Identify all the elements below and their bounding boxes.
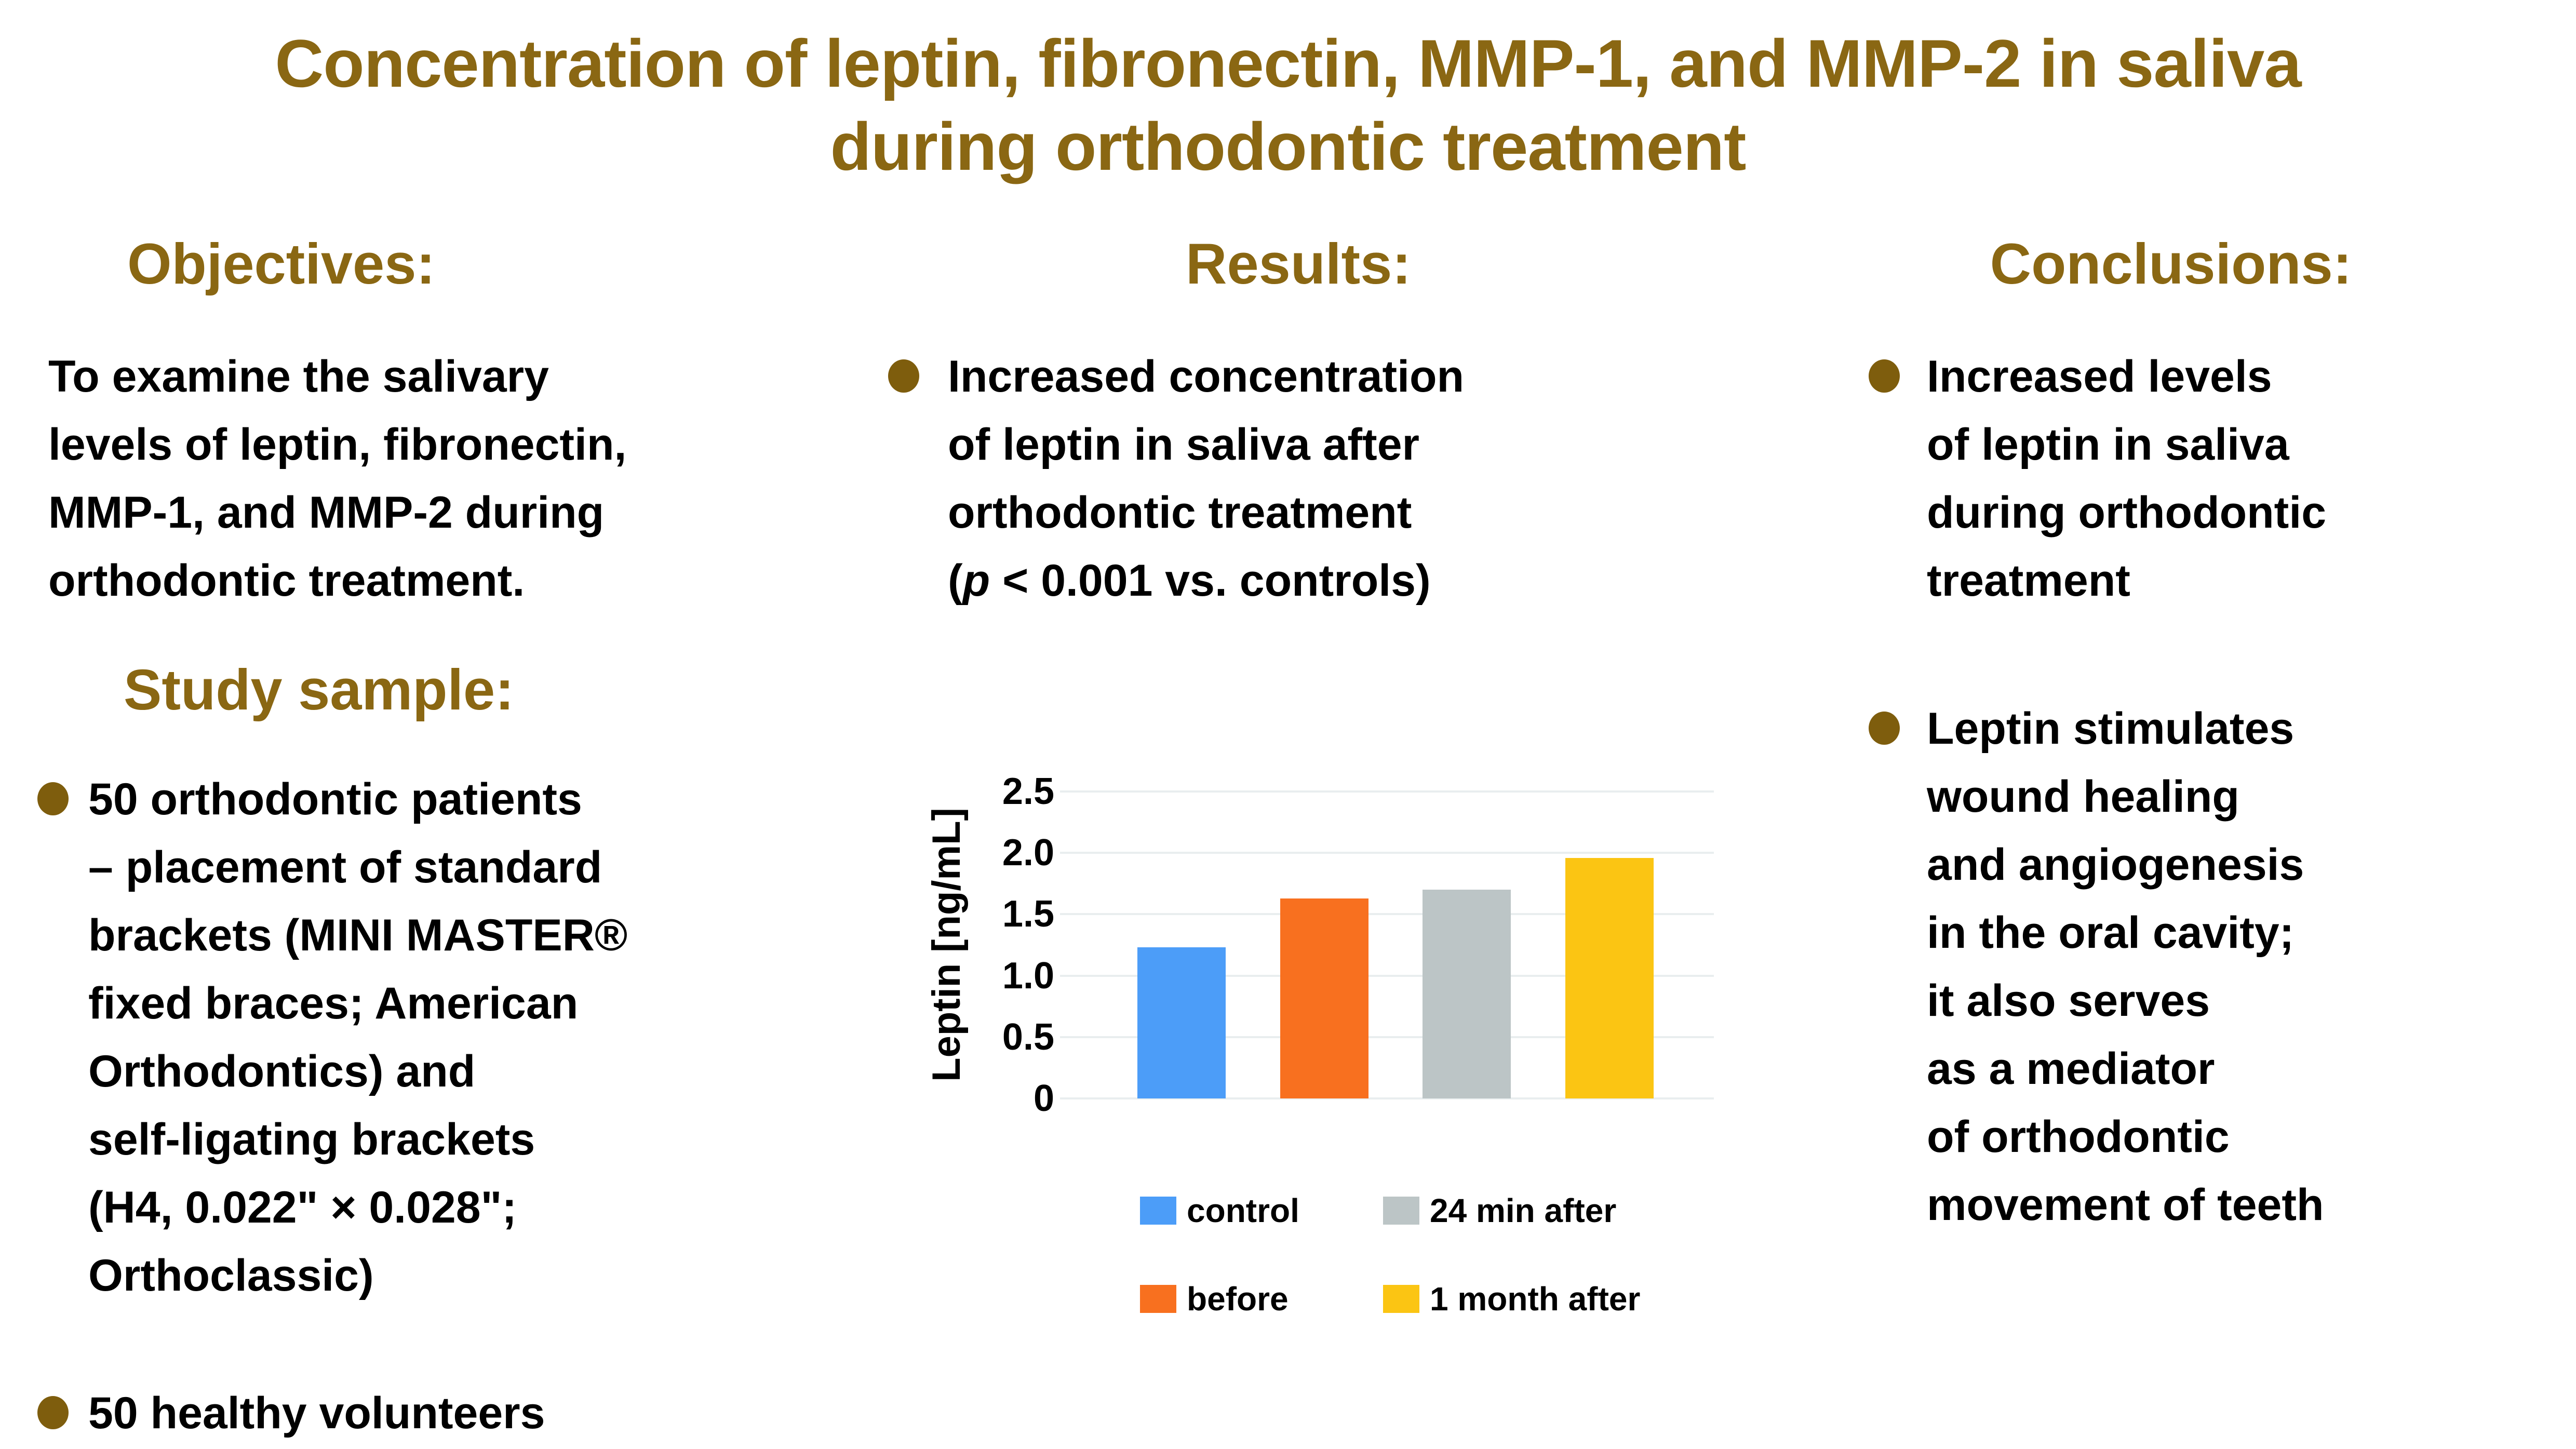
bar-before xyxy=(1280,898,1369,1098)
results-bullet-text-before-p: Increased concentration of leptin in sal… xyxy=(948,352,1465,606)
legend-item-24-min-after: 24 min after xyxy=(1383,1194,1616,1227)
conclusions-bullet-1: Increased levels of leptin in saliva dur… xyxy=(1927,352,2327,606)
page-title-line2: during orthodontic treatment xyxy=(830,109,1747,184)
bullet-icon xyxy=(1869,712,1900,745)
page-title-line1: Concentration of leptin, fibronectin, MM… xyxy=(275,25,2301,101)
legend-swatch xyxy=(1383,1285,1419,1313)
legend-swatch xyxy=(1140,1285,1176,1313)
gridline xyxy=(1060,1036,1714,1038)
legend-item-control: control xyxy=(1140,1194,1299,1227)
results-p-italic: p xyxy=(962,556,990,606)
legend-swatch xyxy=(1383,1197,1419,1225)
y-tick-label: 0 xyxy=(1033,1078,1054,1119)
bar-control xyxy=(1137,947,1226,1098)
y-tick-label: 1.0 xyxy=(1002,955,1054,997)
bar-24-min-after xyxy=(1423,890,1511,1098)
page-title: Concentration of leptin, fibronectin, MM… xyxy=(0,22,2576,188)
y-tick-label: 2.0 xyxy=(1002,832,1054,874)
gridline xyxy=(1060,852,1714,854)
results-bullet: Increased concentration of leptin in sal… xyxy=(948,343,1758,615)
y-tick-label: 1.5 xyxy=(1002,893,1054,935)
conclusions-bullet-2: Leptin stimulates wound healing and angi… xyxy=(1927,704,2324,1230)
gridline xyxy=(1060,790,1714,793)
gridline xyxy=(1060,913,1714,916)
legend-item-before: before xyxy=(1140,1282,1289,1316)
gridline xyxy=(1060,1097,1714,1099)
legend-swatch xyxy=(1140,1197,1176,1225)
bar-1-month-after xyxy=(1565,858,1654,1098)
legend-item-1-month-after: 1 month after xyxy=(1383,1282,1640,1316)
bullet-icon xyxy=(37,1396,69,1429)
bullet-icon xyxy=(888,359,919,393)
y-tick-label: 2.5 xyxy=(1002,771,1054,812)
study-sample-bullet-2: 50 healthy volunteers xyxy=(88,1388,545,1438)
y-tick-label: 0.5 xyxy=(1002,1016,1054,1058)
y-axis-label: Leptin [ng/mL] xyxy=(924,808,969,1082)
results-bullet-text-after-p: < 0.001 vs. controls) xyxy=(990,556,1431,606)
results-heading: Results: xyxy=(1186,232,1411,296)
legend-label: before xyxy=(1187,1280,1289,1318)
study-sample-bullet-1: 50 orthodontic patients – placement of s… xyxy=(88,774,628,1300)
bullet-icon xyxy=(37,782,69,815)
bullet-icon xyxy=(1869,359,1900,393)
legend-label: 1 month after xyxy=(1430,1280,1641,1318)
objectives-heading: Objectives: xyxy=(127,232,436,296)
legend-label: control xyxy=(1187,1192,1299,1229)
conclusions-heading: Conclusions: xyxy=(1990,232,2352,296)
legend-label: 24 min after xyxy=(1430,1192,1617,1229)
study-sample-heading: Study sample: xyxy=(124,658,514,722)
objectives-paragraph: To examine the salivary levels of leptin… xyxy=(48,352,627,606)
gridline xyxy=(1060,974,1714,977)
